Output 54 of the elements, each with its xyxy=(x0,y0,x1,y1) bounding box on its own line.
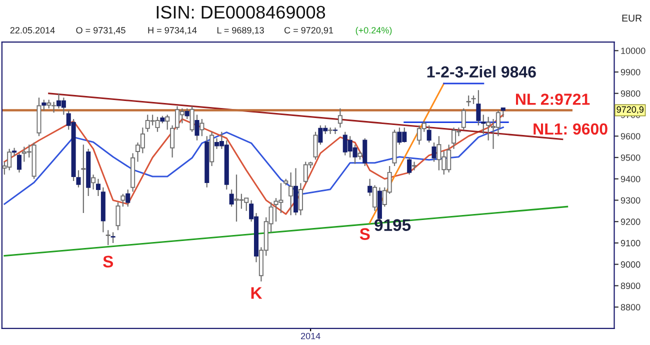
candlestick xyxy=(165,114,170,130)
candlestick xyxy=(91,174,96,190)
annotation: 9195 xyxy=(374,219,411,231)
annotation: K xyxy=(251,287,262,299)
y-tick-label: 9800 xyxy=(620,90,640,97)
annotation: 1-2-3-Ziel 9846 xyxy=(427,66,536,78)
candlestick xyxy=(110,232,116,244)
candlestick xyxy=(486,116,491,141)
annotation: S xyxy=(103,256,114,268)
candlestick xyxy=(338,108,342,128)
candlestick xyxy=(200,118,204,137)
y-tick-label: 8800 xyxy=(620,304,640,310)
annotation: NL1: 9600 xyxy=(534,123,608,135)
candlestick xyxy=(96,178,100,197)
candlestick xyxy=(170,124,175,158)
y-tick-label: 10000 xyxy=(621,48,646,54)
candlestick xyxy=(461,108,466,130)
candlestick xyxy=(190,106,194,132)
y-axis-title: EUR xyxy=(622,14,642,22)
candlestick xyxy=(476,90,481,126)
y-tick-label: 9100 xyxy=(620,240,640,246)
candlestick xyxy=(81,144,86,214)
candlestick xyxy=(412,161,417,171)
annotation: S xyxy=(360,228,370,240)
text: 9720,9 xyxy=(616,106,644,114)
candlestick xyxy=(313,131,318,160)
candlestick xyxy=(16,152,22,173)
text: L = 9689,13 xyxy=(217,27,264,35)
x-tick-label: 2014 xyxy=(300,332,320,340)
candlestick xyxy=(426,124,432,144)
line-series xyxy=(4,114,504,215)
text: 22.05.2014 xyxy=(10,27,55,34)
y-tick-label: 9500 xyxy=(620,154,640,161)
y-tick-label: 9200 xyxy=(620,218,640,225)
y-tick-label: 9600 xyxy=(620,133,640,140)
y-tick-label: 9300 xyxy=(620,197,640,204)
text: H = 9734,14 xyxy=(148,27,197,35)
chart-title: ISIN: DE0008469008 xyxy=(156,6,326,19)
y-tick-label: 8900 xyxy=(620,282,640,290)
y-tick-label: 9000 xyxy=(620,261,640,268)
candlestick xyxy=(120,193,126,208)
candlestick xyxy=(372,184,378,212)
candlestick xyxy=(76,170,81,188)
candlestick xyxy=(106,230,110,246)
text: C = 9720,91 xyxy=(284,27,334,35)
y-tick-label: 9900 xyxy=(620,68,640,76)
candlestick xyxy=(298,182,303,216)
ref-line-label: NL 2:9721 xyxy=(516,94,590,105)
candlestick xyxy=(116,202,120,231)
candlestick xyxy=(466,94,471,107)
y-tick-label: 9400 xyxy=(620,176,640,182)
text: O = 9731,45 xyxy=(76,27,126,35)
text: (+0.24%) xyxy=(356,26,392,36)
candlestick xyxy=(288,172,294,216)
